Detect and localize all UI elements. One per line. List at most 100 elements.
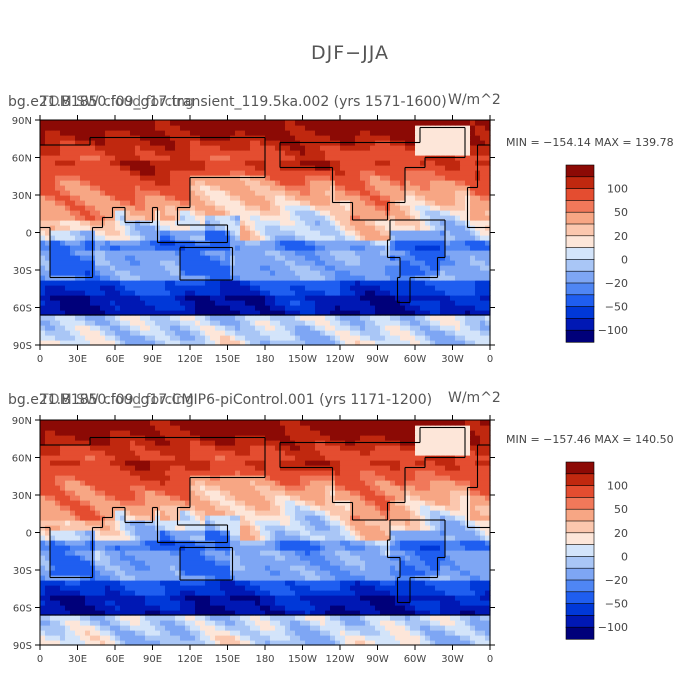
heatmap-cell [400, 160, 406, 166]
heatmap-cell [160, 340, 166, 346]
heatmap-cell [440, 165, 446, 171]
heatmap-cell [60, 255, 66, 261]
heatmap-cell [55, 315, 61, 321]
heatmap-cell [115, 220, 121, 226]
heatmap-cell [360, 335, 366, 341]
heatmap-cell [75, 120, 81, 126]
heatmap-cell [390, 205, 396, 211]
heatmap-cell [325, 335, 331, 341]
heatmap-cell [260, 315, 266, 321]
heatmap-cell [100, 125, 106, 131]
heatmap-cell [240, 335, 246, 341]
heatmap-cell [60, 280, 66, 286]
heatmap-cell [65, 325, 71, 331]
heatmap-cell [485, 255, 491, 261]
heatmap-cell [305, 185, 311, 191]
heatmap-cell [135, 255, 141, 261]
heatmap-cell [350, 185, 356, 191]
heatmap-cell [380, 180, 386, 186]
heatmap-cell [110, 160, 116, 166]
heatmap-cell [485, 130, 491, 136]
heatmap-cell [340, 125, 346, 131]
heatmap-cell [320, 255, 326, 261]
heatmap-cell [450, 330, 456, 336]
heatmap-cell [295, 220, 301, 226]
heatmap-cell [375, 230, 381, 236]
heatmap-cell [450, 310, 456, 316]
heatmap-cell [370, 235, 376, 241]
heatmap-cell [80, 145, 86, 151]
heatmap-cell [455, 280, 461, 286]
heatmap-cell [455, 210, 461, 216]
heatmap-cell [75, 195, 81, 201]
heatmap-cell [275, 260, 281, 266]
heatmap-cell [430, 245, 436, 251]
heatmap-cell [445, 335, 451, 341]
heatmap-cell [160, 300, 166, 306]
heatmap-cell [365, 260, 371, 266]
heatmap-cell [185, 175, 191, 181]
heatmap-cell [85, 135, 91, 141]
heatmap-cell [280, 120, 286, 126]
heatmap-cell [340, 265, 346, 271]
heatmap-cell [90, 205, 96, 211]
heatmap-cell [120, 190, 126, 196]
heatmap-cell [155, 305, 161, 311]
heatmap-cell [205, 205, 211, 211]
heatmap-cell [145, 335, 151, 341]
heatmap-cell [155, 125, 161, 131]
heatmap-cell [485, 210, 491, 216]
heatmap-cell [60, 190, 66, 196]
heatmap-cell [190, 320, 196, 326]
heatmap-cell [255, 325, 261, 331]
heatmap-cell [425, 145, 431, 151]
heatmap-cell [155, 265, 161, 271]
heatmap-cell [385, 340, 391, 346]
heatmap-cell [235, 275, 241, 281]
heatmap-cell [80, 155, 86, 161]
heatmap-cell [460, 205, 466, 211]
heatmap-cell [100, 180, 106, 186]
heatmap-cell [50, 250, 56, 256]
heatmap-cell [285, 300, 291, 306]
heatmap-cell [190, 305, 196, 311]
heatmap-cell [475, 125, 481, 131]
heatmap-cell [70, 315, 76, 321]
heatmap-cell [380, 250, 386, 256]
heatmap-cell [195, 310, 201, 316]
heatmap-cell [270, 170, 276, 176]
heatmap-cell [465, 230, 471, 236]
heatmap-cell [385, 220, 391, 226]
heatmap-cell [480, 340, 486, 346]
heatmap-cell [345, 205, 351, 211]
heatmap-cell [420, 310, 426, 316]
heatmap-cell [80, 300, 86, 306]
heatmap-cell [145, 165, 151, 171]
heatmap-cell [270, 300, 276, 306]
heatmap-cell [95, 220, 101, 226]
heatmap-cell [370, 120, 376, 126]
heatmap-cell [290, 180, 296, 186]
heatmap-cell [80, 340, 86, 346]
heatmap-cell [455, 145, 461, 151]
heatmap-cell [50, 265, 56, 271]
heatmap-cell [360, 260, 366, 266]
heatmap-cell [275, 340, 281, 346]
heatmap-cell [390, 180, 396, 186]
heatmap-cell [275, 150, 281, 156]
heatmap-cell [460, 195, 466, 201]
heatmap-cell [205, 320, 211, 326]
heatmap-cell [430, 295, 436, 301]
heatmap-cell [130, 285, 136, 291]
heatmap-cell [75, 265, 81, 271]
heatmap-cell [120, 200, 126, 206]
heatmap-cell [425, 205, 431, 211]
heatmap-cell [385, 170, 391, 176]
heatmap-cell [435, 195, 441, 201]
heatmap-cell [390, 160, 396, 166]
heatmap-cell [210, 235, 216, 241]
heatmap-cell [335, 310, 341, 316]
heatmap-cell [150, 285, 156, 291]
heatmap-cell [450, 280, 456, 286]
heatmap-cell [280, 240, 286, 246]
